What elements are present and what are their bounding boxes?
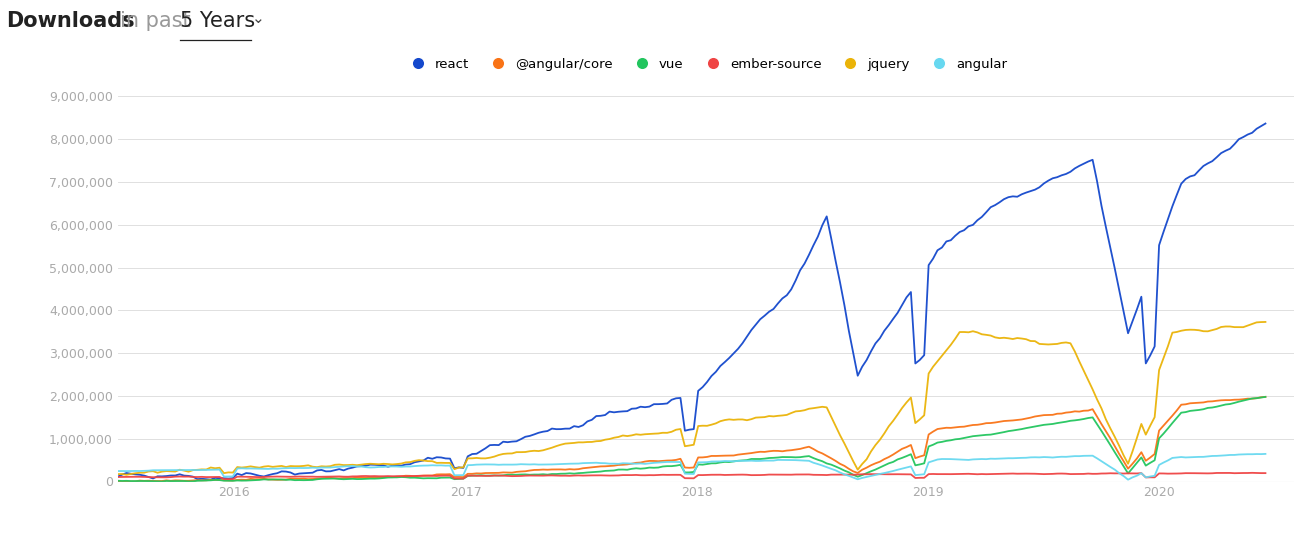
Legend: react, @angular/core, vue, ember-source, jquery, angular: react, @angular/core, vue, ember-source,… [399, 53, 1013, 77]
Text: 5 Years: 5 Years [180, 11, 255, 30]
Text: ⌄: ⌄ [252, 11, 265, 26]
Text: Downloads: Downloads [7, 11, 135, 30]
Text: in past: in past [120, 11, 191, 30]
